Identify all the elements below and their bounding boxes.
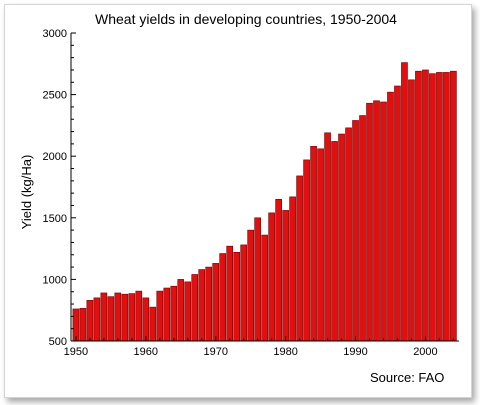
bar-1977 — [261, 234, 268, 342]
y-axis-ticks: 500 1000 1500 2000 2500 3000 — [43, 28, 76, 348]
chart-card: Wheat yields in developing countries, 19… — [4, 4, 472, 398]
x-tick-label: 1950 — [64, 346, 88, 358]
wheat-yield-chart: Wheat yields in developing countries, 19… — [19, 11, 459, 385]
x-tick-label: 1980 — [273, 346, 297, 358]
bar-1992 — [366, 102, 373, 342]
bar-1964 — [170, 285, 178, 342]
bar-1960 — [142, 297, 150, 342]
bar-1981 — [289, 196, 296, 342]
y-axis-title: Yield (kg/Ha) — [19, 155, 34, 230]
bar-1995 — [387, 91, 394, 342]
bar-1983 — [303, 159, 310, 342]
bar-1980 — [282, 210, 289, 342]
bar-1965 — [177, 279, 185, 342]
bar-1991 — [359, 115, 366, 342]
bar-1997 — [401, 62, 408, 342]
x-tick-label: 2000 — [413, 346, 437, 358]
bar-1973 — [233, 252, 240, 342]
bar-2001 — [429, 73, 436, 342]
bar-1987 — [331, 141, 338, 342]
bar-2004 — [450, 70, 457, 342]
bar-1963 — [163, 287, 171, 342]
bar-1993 — [373, 100, 380, 342]
bar-1951 — [79, 308, 87, 342]
x-axis-ticks: 1950 1960 1970 1980 1990 2000 — [64, 336, 454, 358]
y-tick-label: 2500 — [43, 90, 67, 102]
bar-1959 — [135, 290, 143, 342]
x-tick-label: 1970 — [203, 346, 227, 358]
bar-2002 — [436, 72, 443, 342]
y-tick-label: 2000 — [43, 151, 67, 163]
bar-1976 — [254, 217, 261, 342]
bar-1979 — [275, 199, 282, 342]
y-tick-label: 3000 — [43, 28, 67, 40]
bar-1996 — [394, 85, 401, 342]
bar-1952 — [86, 300, 94, 342]
bar-1956 — [114, 292, 122, 342]
bar-1955 — [107, 296, 115, 342]
axes — [70, 33, 459, 342]
bar-1994 — [380, 101, 387, 342]
y-tick-label: 1000 — [43, 274, 67, 286]
bar-group — [72, 62, 457, 342]
bar-1953 — [93, 297, 101, 342]
bar-1989 — [345, 127, 352, 342]
bar-1984 — [310, 146, 317, 342]
bar-1988 — [338, 133, 345, 342]
bar-1967 — [191, 274, 199, 342]
bar-1958 — [128, 293, 136, 342]
bar-2003 — [443, 72, 450, 342]
bar-1957 — [121, 293, 129, 342]
bar-1990 — [352, 120, 359, 342]
bar-1961 — [149, 306, 157, 342]
bar-1985 — [317, 148, 324, 342]
x-tick-label: 1960 — [134, 346, 158, 358]
bar-1974 — [240, 244, 247, 342]
y-tick-label: 1500 — [43, 213, 67, 225]
bar-1986 — [324, 132, 331, 342]
bar-1971 — [219, 253, 227, 342]
source-note: Source: FAO — [370, 370, 444, 385]
bar-1966 — [184, 281, 192, 342]
bar-1998 — [408, 79, 415, 342]
y-tick-label: 500 — [49, 336, 67, 348]
bar-1969 — [205, 266, 213, 342]
bar-1968 — [198, 269, 206, 342]
chart-title: Wheat yields in developing countries, 19… — [95, 11, 397, 27]
bar-1962 — [156, 290, 164, 342]
bar-1972 — [226, 245, 234, 342]
x-tick-label: 1990 — [343, 346, 367, 358]
bar-1954 — [100, 292, 108, 342]
bar-1978 — [268, 212, 275, 342]
bar-1982 — [296, 175, 303, 342]
bar-2000 — [422, 69, 429, 342]
bar-1975 — [247, 229, 254, 342]
bar-1970 — [212, 263, 220, 342]
bar-1999 — [415, 70, 422, 342]
